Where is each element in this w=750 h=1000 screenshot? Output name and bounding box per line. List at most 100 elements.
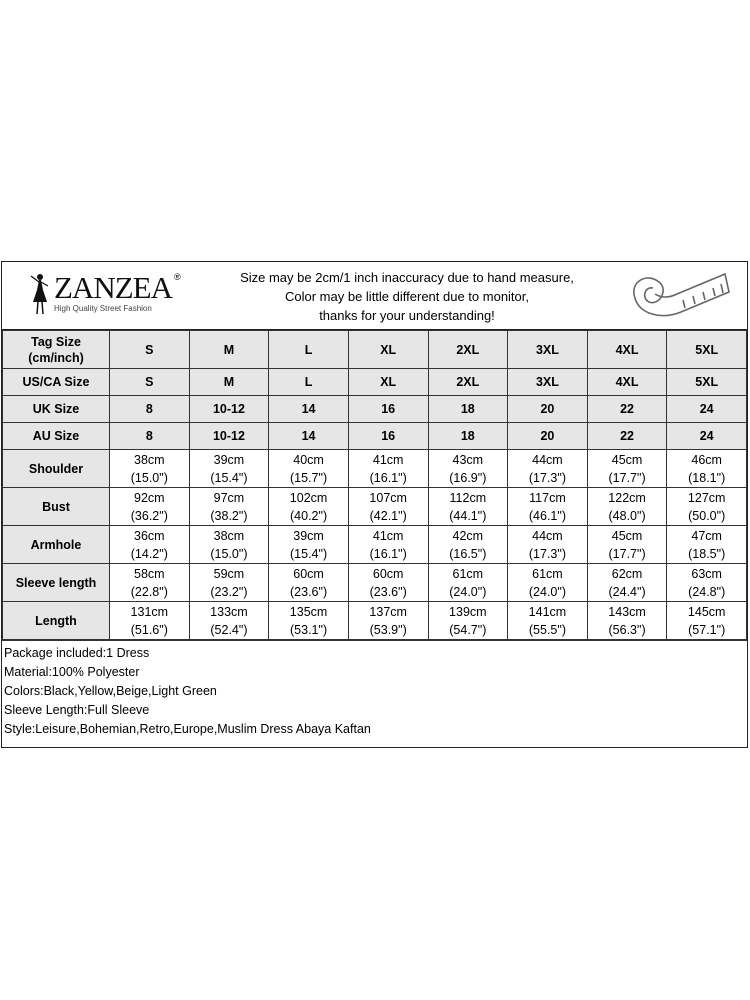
brand-tagline: High Quality Street Fashion <box>54 304 152 313</box>
measurement-cell: 97cm (38.2") <box>188 487 270 526</box>
cm-value: 139cm <box>449 604 487 619</box>
measurement-cell: 61cm (24.0") <box>507 563 588 602</box>
size-cell: 22 <box>586 422 668 450</box>
size-row: AU Size 8 10-12 14 16 18 20 22 24 <box>2 422 747 450</box>
size-cell: XL <box>347 368 429 396</box>
size-cell: 10-12 <box>188 395 270 423</box>
measurement-cell: 145cm (57.1") <box>666 601 747 640</box>
cm-value: 60cm <box>372 566 404 581</box>
size-cell: 4XL <box>586 330 668 369</box>
cm-value: 137cm <box>369 604 407 619</box>
disclaimer-line: thanks for your understanding! <box>319 308 495 323</box>
cm-value: 133cm <box>210 604 248 619</box>
brand-logo: ZANZEA ® High Quality Street Fashion <box>28 272 188 320</box>
inch-value: (24.8") <box>688 584 726 599</box>
cm-value: 58cm <box>134 566 165 581</box>
note-material: Material:100% Polyester <box>4 665 140 679</box>
measurement-cell: 41cm (16.1") <box>347 525 429 564</box>
note-sleeve: Sleeve Length:Full Sleeve <box>4 703 150 717</box>
cm-value: 92cm <box>134 490 165 505</box>
size-row: Tag Size (cm/inch) S M L XL 2XL 3XL 4XL 5XL <box>2 330 747 369</box>
cm-value: 59cm <box>213 566 245 581</box>
size-chart: ZANZEA ® High Quality Street Fashion Siz… <box>1 261 748 748</box>
measurement-cell: 127cm (50.0") <box>666 487 747 526</box>
inch-value: (24.0") <box>449 584 487 599</box>
cm-value: 40cm <box>293 452 324 467</box>
disclaimer-line: Size may be 2cm/1 inch inaccuracy due to… <box>240 270 574 285</box>
cm-value: 102cm <box>289 490 328 505</box>
cm-value: 45cm <box>611 452 643 467</box>
registered-mark: ® <box>173 272 181 282</box>
measurement-cell: 45cm (17.7") <box>586 525 668 564</box>
size-cell: 14 <box>268 395 349 423</box>
size-cell: 16 <box>347 422 429 450</box>
measurement-cell: 38cm (15.0") <box>109 449 190 488</box>
measurement-cell: 133cm (52.4") <box>188 601 270 640</box>
measurement-cell: 46cm (18.1") <box>666 449 747 488</box>
inch-value: (46.1") <box>528 508 566 523</box>
cm-value: 38cm <box>213 528 245 543</box>
inch-value: (17.3") <box>528 470 566 485</box>
size-cell: M <box>188 330 270 369</box>
cm-value: 38cm <box>134 452 165 467</box>
size-cell: M <box>188 368 270 396</box>
size-cell: 8 <box>109 395 190 423</box>
size-cell: L <box>268 368 349 396</box>
cm-value: 143cm <box>608 604 646 619</box>
size-cell: 4XL <box>586 368 668 396</box>
cm-value: 63cm <box>691 566 722 581</box>
inch-value: (55.5") <box>528 622 566 637</box>
inch-value: (53.1") <box>290 622 328 637</box>
cm-value: 61cm <box>532 566 563 581</box>
inch-value: (42.1") <box>369 508 407 523</box>
row-label: Armhole <box>2 525 110 564</box>
measurement-cell: 39cm (15.4") <box>268 525 349 564</box>
size-cell: 2XL <box>427 368 509 396</box>
inch-value: (18.1") <box>688 470 726 485</box>
measurement-cell: 61cm (24.0") <box>427 563 509 602</box>
measurement-cell: 60cm (23.6") <box>268 563 349 602</box>
disclaimer: Size may be 2cm/1 inch inaccuracy due to… <box>192 268 622 325</box>
cm-value: 46cm <box>691 452 722 467</box>
inch-value: (16.1") <box>369 546 407 561</box>
inch-value: (16.9") <box>449 470 487 485</box>
size-cell: 18 <box>427 422 509 450</box>
size-cell: 3XL <box>507 330 588 369</box>
inch-value: (16.1") <box>369 470 407 485</box>
size-cell: 18 <box>427 395 509 423</box>
inch-value: (57.1") <box>688 622 726 637</box>
inch-value: (16.5") <box>449 546 487 561</box>
inch-value: (15.7") <box>290 470 328 485</box>
inch-value: (17.3") <box>528 546 566 561</box>
product-notes: Package included:1 Dress Material:100% P… <box>2 640 747 747</box>
measurement-cell: 102cm (40.2") <box>268 487 349 526</box>
size-cell: 3XL <box>507 368 588 396</box>
cm-value: 112cm <box>449 490 487 505</box>
size-cell: XL <box>347 330 429 369</box>
measurement-cell: 41cm (16.1") <box>347 449 429 488</box>
note-style: Style:Leisure,Bohemian,Retro,Europe,Musl… <box>4 722 371 736</box>
cm-value: 44cm <box>532 452 563 467</box>
cm-value: 60cm <box>293 566 324 581</box>
measurement-cell: 62cm (24.4") <box>586 563 668 602</box>
size-table: Tag Size (cm/inch) S M L XL 2XL 3XL 4XL 5XL US/CA… <box>2 330 747 640</box>
inch-value: (52.4") <box>210 622 248 637</box>
disclaimer-line: Color may be little different due to mon… <box>285 289 529 304</box>
measurement-cell: 92cm (36.2") <box>109 487 190 526</box>
row-label: Bust <box>2 487 110 526</box>
inch-value: (50.0") <box>688 508 726 523</box>
measurement-cell: 63cm (24.8") <box>666 563 747 602</box>
inch-value: (17.7") <box>608 470 646 485</box>
measurement-cell: 112cm (44.1") <box>427 487 509 526</box>
size-row: US/CA Size S M L XL 2XL 3XL 4XL 5XL <box>2 368 747 396</box>
cm-value: 127cm <box>687 490 726 505</box>
size-cell: 14 <box>268 422 349 450</box>
row-label: US/CA Size <box>2 368 110 396</box>
inch-value: (18.5") <box>688 546 726 561</box>
size-cell: 24 <box>666 395 747 423</box>
measurement-cell: 117cm (46.1") <box>507 487 588 526</box>
measurement-row: Armhole 36cm (14.2") 38cm (15.0") 39cm (15.4")… <box>2 525 747 564</box>
measurement-cell: 40cm (15.7") <box>268 449 349 488</box>
measurement-cell: 137cm (53.9") <box>347 601 429 640</box>
size-row: UK Size 8 10-12 14 16 18 20 22 24 <box>2 395 747 423</box>
